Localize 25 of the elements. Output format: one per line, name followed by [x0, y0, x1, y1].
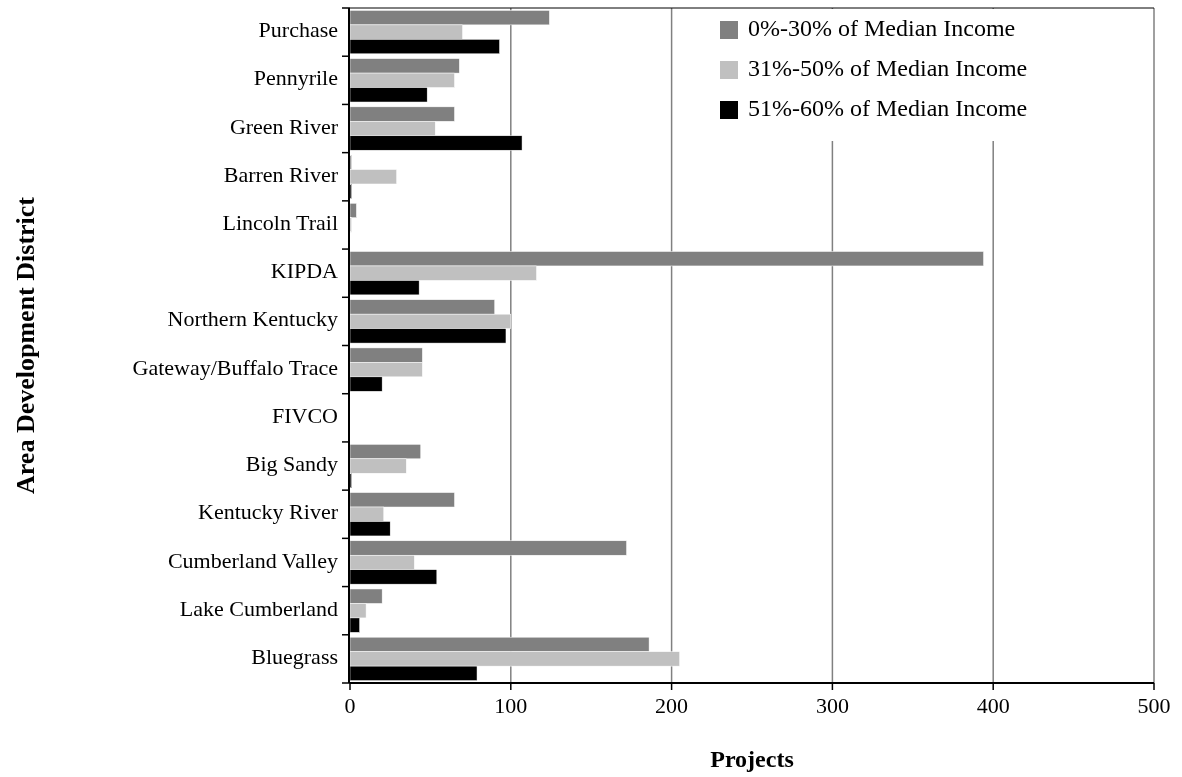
y-tick-label: Kentucky River — [198, 499, 339, 525]
y-axis-title: Area Development District — [11, 196, 40, 494]
y-tick-label: FIVCO — [271, 402, 338, 428]
legend-label: 31%-50% of Median Income — [748, 54, 1028, 81]
y-tick-label: Bluegrass — [251, 643, 338, 669]
x-tick-label: 0 — [344, 693, 356, 718]
y-tick-label: Purchase — [258, 17, 338, 43]
y-tick-label: Lincoln Trail — [222, 210, 338, 236]
x-axis-title: Projects — [710, 746, 794, 772]
y-tick-label: Green River — [229, 113, 339, 139]
x-tick-label: 500 — [1137, 693, 1171, 718]
x-tick-label: 300 — [815, 693, 849, 718]
y-tick-label: Big Sandy — [245, 451, 338, 477]
y-tick-label: KIPDA — [270, 258, 339, 284]
x-tick-label: 200 — [655, 693, 689, 718]
y-tick-label: Barren River — [223, 161, 339, 187]
x-tick-label: 100 — [494, 693, 528, 718]
y-tick-label: Lake Cumberland — [179, 595, 338, 621]
y-tick-label: Gateway/Buffalo Trace — [132, 354, 338, 380]
y-tick-label: Northern Kentucky — [167, 306, 338, 332]
legend-label: 51%-60% of Median Income — [748, 94, 1028, 121]
y-tick-label: Pennyrile — [253, 65, 338, 91]
y-tick-label: Cumberland Valley — [167, 547, 338, 573]
x-tick-label: 400 — [976, 693, 1010, 718]
legend-label: 0%-30% of Median Income — [748, 14, 1016, 41]
